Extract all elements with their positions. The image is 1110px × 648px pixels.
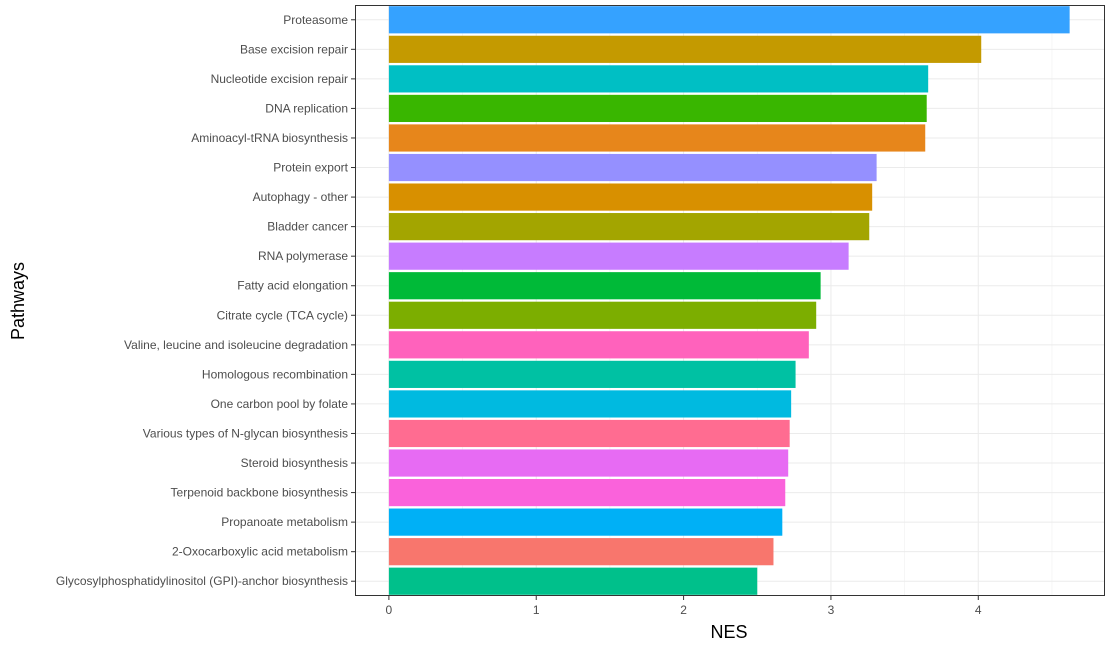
y-tick-label: Valine, leucine and isoleucine degradati… xyxy=(124,338,348,352)
x-tick-label: 0 xyxy=(386,603,393,617)
bar xyxy=(388,390,792,418)
bar xyxy=(388,242,849,270)
y-tick-label: DNA replication xyxy=(265,101,348,115)
y-tick-label: Homologous recombination xyxy=(202,367,348,381)
x-tick-label: 2 xyxy=(680,603,687,617)
bar xyxy=(388,124,926,152)
y-tick-label: RNA polymerase xyxy=(258,249,348,263)
y-tick-label: Various types of N-glycan biosynthesis xyxy=(143,426,348,440)
x-tick-label: 1 xyxy=(533,603,540,617)
bar xyxy=(388,35,982,63)
bar xyxy=(388,272,821,300)
plot-panel-border xyxy=(355,5,1105,596)
x-axis-title: NES xyxy=(710,622,747,642)
bar xyxy=(388,449,789,477)
y-tick-label: One carbon pool by folate xyxy=(211,397,349,411)
y-tick-label: Nucleotide excision repair xyxy=(211,72,348,86)
y-tick-label: Autophagy - other xyxy=(253,190,348,204)
bar xyxy=(388,213,870,241)
bar xyxy=(388,183,873,211)
bar xyxy=(388,301,817,329)
y-axis: Proteasome Base excision repair Nucleotide… xyxy=(56,13,355,588)
x-tick-label: 3 xyxy=(828,603,835,617)
y-tick-label: Glycosylphosphatidylinositol (GPI)-ancho… xyxy=(56,574,348,588)
y-tick-label: Terpenoid backbone biosynthesis xyxy=(171,486,348,500)
bar xyxy=(388,567,758,595)
y-tick-label: Proteasome xyxy=(283,13,348,27)
y-tick-label: Steroid biosynthesis xyxy=(241,456,348,470)
bar xyxy=(388,6,1070,34)
y-axis-title: Pathways xyxy=(8,262,28,340)
y-tick-label: Base excision repair xyxy=(240,42,348,56)
bar xyxy=(388,478,786,507)
y-tick-label: Protein export xyxy=(273,161,348,175)
plot-panel-background xyxy=(355,5,1105,596)
bar xyxy=(388,508,783,536)
bar xyxy=(388,538,774,566)
y-tick-label: Aminoacyl-tRNA biosynthesis xyxy=(191,131,348,145)
bar xyxy=(388,360,796,388)
bar xyxy=(388,331,809,359)
bar xyxy=(388,94,927,123)
bar xyxy=(388,65,929,93)
y-tick-label: 2-Oxocarboxylic acid metabolism xyxy=(172,545,348,559)
y-tick-label: Citrate cycle (TCA cycle) xyxy=(217,308,348,322)
x-axis: 0 1 2 3 4 xyxy=(386,596,982,617)
bars xyxy=(388,6,1070,595)
y-tick-label: Propanoate metabolism xyxy=(221,515,348,529)
bar xyxy=(388,419,790,448)
y-tick-label: Fatty acid elongation xyxy=(237,279,348,293)
bar xyxy=(388,153,877,182)
y-tick-label: Bladder cancer xyxy=(267,220,348,234)
x-tick-label: 4 xyxy=(975,603,982,617)
